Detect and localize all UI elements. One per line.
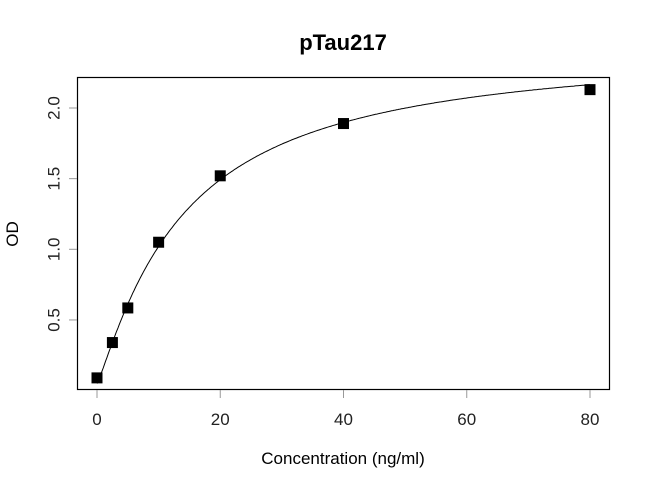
x-tick-label: 80 bbox=[581, 410, 600, 429]
y-tick-label: 2.0 bbox=[44, 96, 63, 120]
data-point-marker bbox=[106, 337, 118, 349]
y-tick-label: 1.5 bbox=[44, 167, 63, 191]
y-axis-label: OD bbox=[3, 221, 22, 247]
x-axis: 0 20 40 60 80 bbox=[92, 390, 599, 429]
y-tick-label: 0.5 bbox=[44, 308, 63, 332]
x-tick-label: 20 bbox=[211, 410, 230, 429]
data-point-marker bbox=[338, 118, 349, 130]
chart-title: pTau217 bbox=[299, 30, 387, 55]
data-point-marker bbox=[584, 84, 596, 96]
x-axis-label: Concentration (ng/ml) bbox=[261, 449, 424, 468]
fit-curve bbox=[96, 84, 591, 384]
data-point-marker bbox=[122, 302, 134, 314]
data-point-marker bbox=[214, 170, 226, 182]
y-tick-label: 1.0 bbox=[44, 237, 63, 261]
data-points bbox=[91, 84, 596, 384]
data-point-marker bbox=[91, 372, 103, 384]
x-tick-label: 40 bbox=[334, 410, 353, 429]
y-axis: 0.5 1.0 1.5 2.0 bbox=[44, 96, 77, 332]
data-point-marker bbox=[153, 236, 165, 248]
plot-frame bbox=[76, 76, 611, 391]
x-tick-label: 60 bbox=[457, 410, 476, 429]
x-tick-label: 0 bbox=[92, 410, 101, 429]
